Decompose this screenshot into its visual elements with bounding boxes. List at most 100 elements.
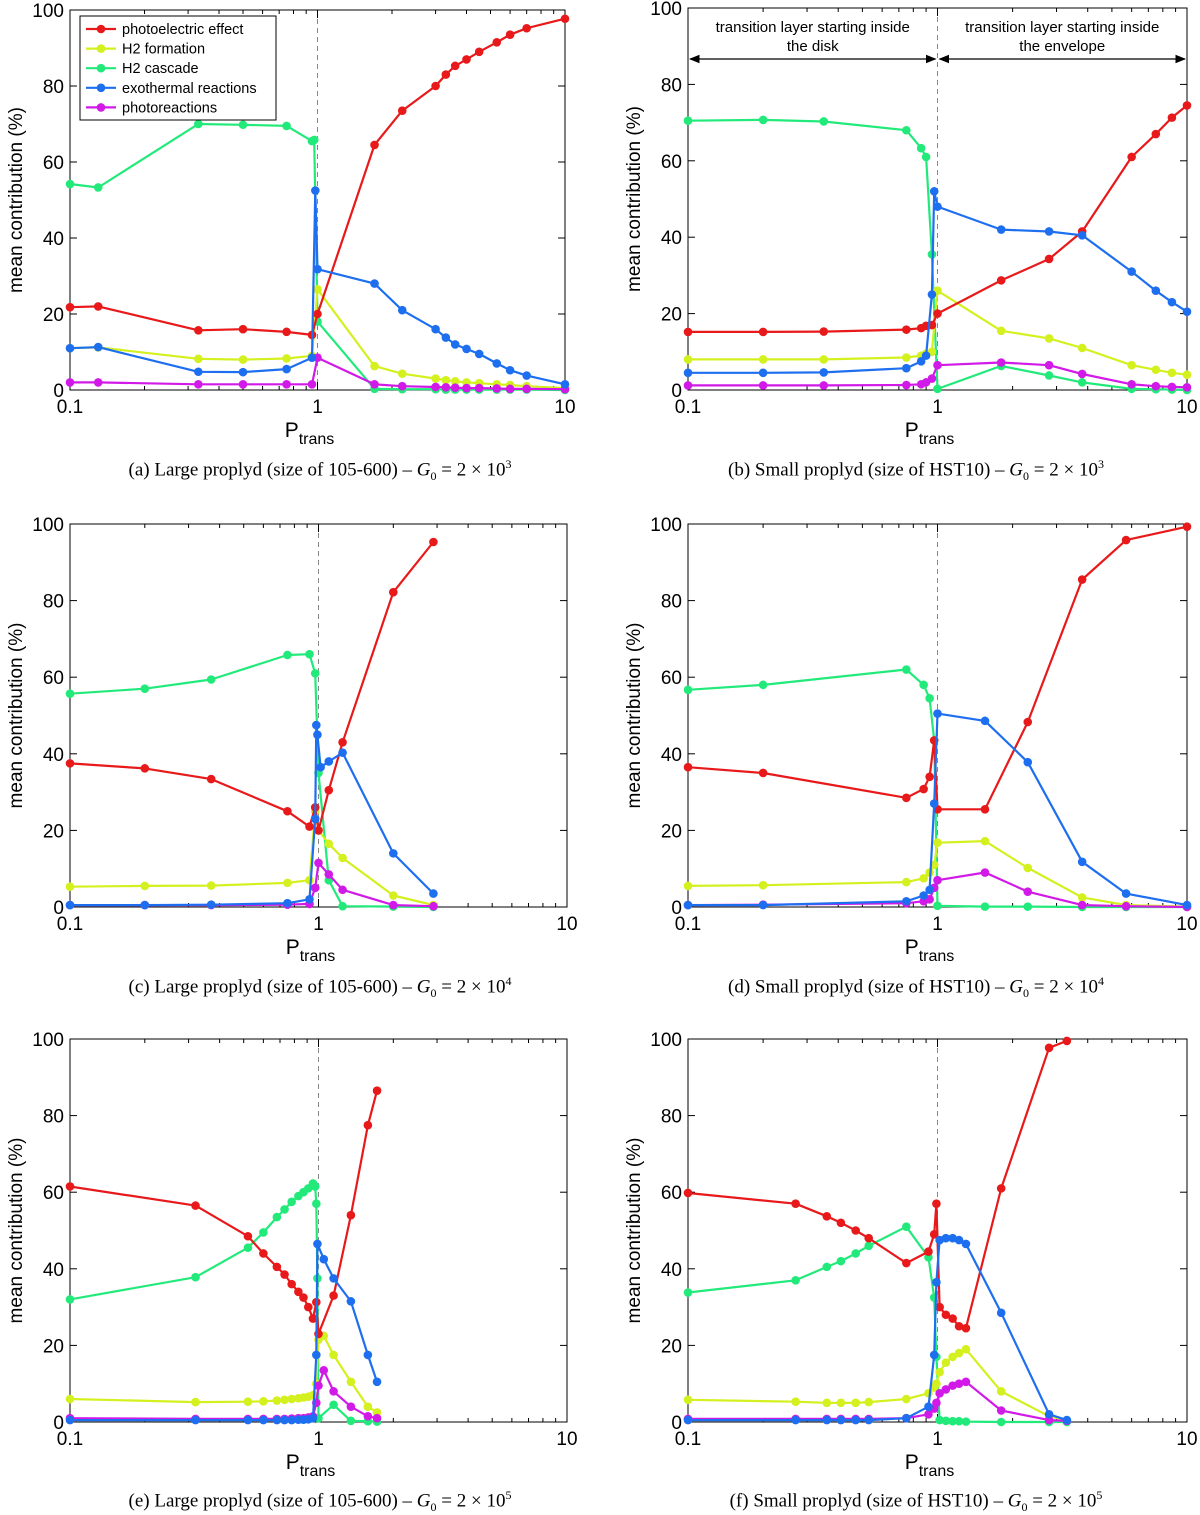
- data-point: [1182, 383, 1192, 392]
- data-point: [1182, 522, 1192, 531]
- data-point: [836, 1218, 846, 1228]
- legend-swatch-marker: [96, 24, 106, 34]
- data-point: [505, 365, 515, 375]
- data-point: [941, 1385, 951, 1394]
- data-point: [282, 354, 291, 363]
- x-tick-label: 0.1: [675, 914, 701, 935]
- data-point: [902, 896, 911, 906]
- y-tick-label: 80: [43, 77, 64, 98]
- data-point: [927, 374, 937, 383]
- series-line-exothermal-reactions: [70, 724, 435, 907]
- data-point: [450, 61, 460, 71]
- data-point: [1077, 378, 1087, 387]
- data-point: [1151, 129, 1161, 139]
- series-line-h2-formation: [687, 840, 1188, 908]
- data-point: [819, 368, 829, 377]
- data-point: [902, 125, 911, 135]
- data-point: [1044, 1410, 1054, 1419]
- data-point: [933, 360, 942, 370]
- data-point: [1167, 297, 1177, 307]
- data-point: [259, 1415, 268, 1425]
- x-tick-label: 0.1: [57, 397, 83, 418]
- data-point: [933, 709, 942, 718]
- x-tick-label: 10: [556, 1429, 577, 1450]
- data-point: [492, 384, 502, 393]
- data-point: [389, 849, 398, 858]
- data-point: [851, 1415, 860, 1425]
- y-tick-label: 100: [650, 1030, 682, 1051]
- data-point: [65, 759, 75, 768]
- data-point: [929, 1350, 939, 1360]
- data-point: [791, 1275, 800, 1285]
- caption-b: (b) Small proplyd (size of HST10) – G0 =…: [728, 457, 1104, 484]
- series-line-photoelectric-effect: [69, 541, 435, 832]
- data-point: [313, 1239, 322, 1249]
- data-point: [822, 1398, 832, 1408]
- data-point: [929, 1293, 939, 1302]
- data-point: [93, 342, 103, 352]
- data-point: [902, 325, 911, 334]
- data-point: [1121, 901, 1131, 911]
- data-point: [935, 1367, 944, 1377]
- data-point: [313, 285, 322, 294]
- data-point: [363, 1411, 373, 1421]
- x-axis-label: Ptrans: [905, 1451, 955, 1480]
- data-point: [140, 684, 150, 693]
- data-point: [93, 183, 103, 192]
- data-point: [206, 881, 216, 890]
- data-point: [1127, 267, 1136, 276]
- data-point: [363, 1120, 373, 1130]
- data-point: [1023, 863, 1033, 873]
- data-point: [1127, 379, 1136, 389]
- data-point: [65, 1295, 75, 1304]
- data-point: [1151, 365, 1161, 375]
- data-point: [304, 1302, 313, 1312]
- data-point: [902, 1413, 911, 1423]
- data-point: [758, 355, 768, 364]
- x-axis-label: Ptrans: [905, 419, 955, 448]
- data-point: [996, 276, 1006, 285]
- data-point: [961, 1377, 971, 1387]
- data-point: [819, 355, 829, 364]
- data-point: [282, 380, 291, 389]
- data-point: [935, 1302, 944, 1312]
- data-point: [259, 1249, 268, 1258]
- data-point: [462, 344, 471, 354]
- y-tick-label: 60: [661, 668, 682, 689]
- data-point: [397, 106, 407, 115]
- data-point: [932, 1199, 941, 1208]
- data-point: [916, 357, 926, 366]
- y-tick-label: 100: [650, 515, 682, 536]
- data-point: [1023, 887, 1033, 896]
- data-point: [864, 1397, 874, 1407]
- data-point: [902, 1222, 911, 1231]
- x-tick-label: 1: [932, 1429, 943, 1450]
- data-point: [65, 1394, 75, 1404]
- series-line-h2-cascade: [69, 653, 434, 909]
- data-point: [791, 1199, 800, 1208]
- data-point: [961, 1417, 971, 1426]
- data-point: [140, 764, 150, 773]
- data-point: [924, 1410, 933, 1419]
- data-point: [560, 380, 570, 389]
- data-point: [313, 730, 322, 739]
- data-point: [683, 881, 693, 891]
- legend-swatch-marker: [96, 63, 106, 73]
- data-point: [941, 1233, 951, 1243]
- data-point: [851, 1398, 860, 1408]
- data-point: [194, 326, 203, 335]
- data-point: [1023, 902, 1033, 911]
- legend-label: H2 cascade: [122, 61, 199, 77]
- data-point: [522, 23, 531, 33]
- data-point: [758, 368, 768, 378]
- data-point: [287, 1197, 296, 1207]
- data-point: [1044, 360, 1054, 370]
- data-point: [310, 814, 320, 824]
- data-point: [238, 367, 248, 377]
- data-point: [933, 202, 942, 211]
- data-point: [294, 1287, 303, 1297]
- data-point: [902, 793, 911, 803]
- data-point: [238, 324, 248, 334]
